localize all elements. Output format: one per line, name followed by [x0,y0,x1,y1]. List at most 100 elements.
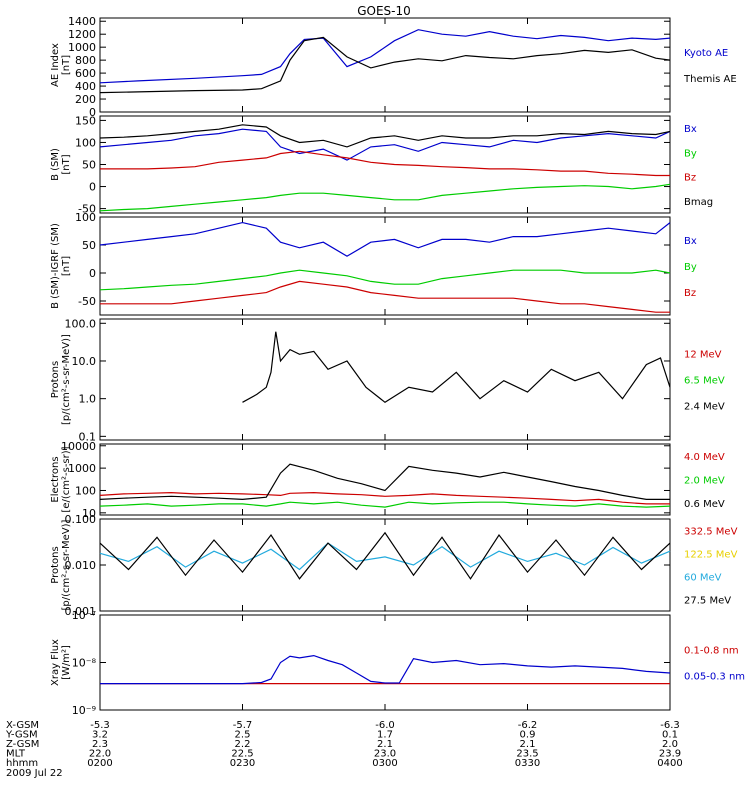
series-line-hi-protons-2 [99,542,671,571]
y-tick-label: 10.0 [72,355,97,368]
footer-value: -5.3 [90,720,110,731]
y-tick-label: 10⁻⁹ [72,704,96,717]
panel-b-sm: -50 0 50 100 150 B (SM) [nT] Bx By Bz Bmag [50,114,713,215]
footer-value: -6.2 [518,720,538,731]
y-tick-label: 100.0 [65,317,97,330]
footer-value: 0300 [372,758,397,769]
y-tick-label: 200 [75,93,96,106]
y-axis-label: AE Index [50,43,61,87]
y-axis-label: [p/(cm²-s-sr-MeV)] [61,334,72,425]
legend-label: 0.05-0.3 nm [684,672,745,683]
y-tick-label: 600 [75,67,96,80]
y-tick-label: 400 [75,80,96,93]
footer-value: 0200 [87,758,112,769]
footer-value: 0.9 [520,730,536,741]
footer-value: 2.3 [92,739,108,750]
footer-value: 2.2 [235,739,251,750]
y-tick-label: 1400 [68,15,96,28]
y-axis-label: Xray Flux [50,639,61,686]
footer-row-label: Y-GSM [5,730,38,741]
footer-value: 1.7 [377,730,393,741]
panel-frame [99,216,671,316]
legend-label: 60 MeV [684,573,722,584]
y-tick-label: 10⁻⁸ [72,657,97,670]
y-tick-label: 50 [82,159,96,172]
y-tick-label: 1.0 [79,393,97,406]
series-line-b-sm-3 [99,124,671,148]
footer-row-label: Z-GSM [6,739,39,750]
legend-label: Bz [684,288,696,299]
y-axis-label: B (SM) [50,148,61,181]
y-axis-label: B (SM)-IGRF (SM) [50,223,61,309]
legend-label: Bz [684,173,696,184]
legend-label: Themis AE [683,74,737,85]
y-tick-label: -50 [78,203,96,216]
series-line-electrons-2 [99,463,670,501]
y-tick-label: 100 [75,484,96,497]
y-axis-label: [p/(cm²-s-sr-MeV)] [61,519,72,610]
footer-value: -5.7 [233,720,253,731]
legend-label: 0.6 MeV [684,499,725,510]
footer-value: 22.0 [89,749,111,760]
legend-label: By [684,262,697,273]
legend-label: 27.5 MeV [684,596,731,607]
figure-title: GOES-10 [357,4,411,18]
series-line-protons-2 [242,331,671,404]
panel-b-igrf: -50 0 50 100 B (SM)-IGRF (SM) [nT] Bx By Bz [50,211,697,316]
footer-value: 23.0 [374,749,396,760]
legend-label: Bmag [684,197,713,208]
y-axis-label: [nT] [61,154,72,174]
legend-label: 122.5 MeV [684,550,738,561]
footer-value: 0.1 [662,730,678,741]
y-axis-label: [e/(cm²-s-sr)] [61,446,72,512]
y-tick-label: 800 [75,54,96,67]
y-tick-label: 0 [89,181,96,194]
series-line-b-igrf-2 [100,280,670,313]
series-line-electrons-0 [99,491,670,505]
footer-value: 3.2 [92,730,108,741]
footer-row-label: MLT [6,749,26,760]
y-tick-label: 0 [89,106,96,119]
series-line-b-sm-0 [99,128,671,161]
series-line-ae-0 [99,29,671,84]
footer-value: 22.5 [231,749,253,760]
y-tick-label: 50 [82,239,96,252]
y-tick-label: 100 [75,136,96,149]
panel-frame [99,318,671,441]
y-axis-label: Protons [50,361,61,398]
series-line-ae-1 [99,36,671,94]
panel-frame [99,614,671,711]
legend-label: 6.5 MeV [684,376,725,387]
panel-xray: 10⁻⁹ 10⁻⁸ 10⁻⁷ Xray Flux [W/m²] 0.1-0.8 nm 0.0… [50,609,745,717]
panel-frame [99,443,671,516]
legend-label: 332.5 MeV [684,527,738,538]
y-tick-label: 10 [82,507,96,520]
legend-label: 2.4 MeV [684,402,725,413]
footer-value: 23.9 [659,749,681,760]
footer-value: -6.3 [660,720,680,731]
y-tick-label: 0 [89,267,96,280]
series-line-xray-1 [100,654,671,685]
legend-label: 0.1-0.8 nm [684,646,739,657]
footer-value: 2.5 [235,730,251,741]
y-tick-label: 0.001 [65,605,97,618]
series-line-b-igrf-0 [99,221,671,257]
series-line-b-igrf-1 [99,269,671,291]
legend-label: Kyoto AE [684,48,728,59]
y-tick-label: 1000 [68,462,96,475]
footer-row-label: X-GSM [6,720,39,731]
y-tick-label: -50 [78,295,96,308]
legend-label: 4.0 MeV [684,452,725,463]
y-axis-label: [nT] [61,256,72,276]
footer-value: 0230 [230,758,255,769]
y-axis-label: [nT] [61,55,72,75]
y-tick-label: 10000 [61,440,96,453]
series-line-b-sm-1 [99,183,671,212]
y-tick-label: 1200 [68,28,96,41]
y-tick-label: 150 [75,114,96,127]
legend-label: 2.0 MeV [684,476,725,487]
